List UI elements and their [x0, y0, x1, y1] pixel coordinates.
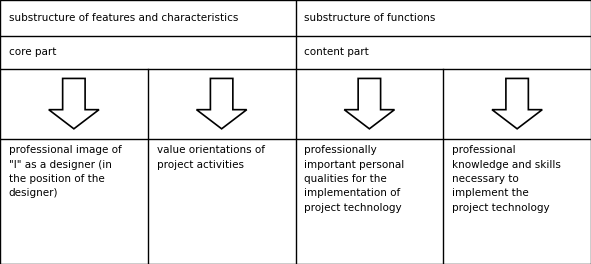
Text: core part: core part	[9, 47, 56, 57]
Polygon shape	[344, 78, 395, 129]
Polygon shape	[492, 78, 542, 129]
Text: professional image of
"I" as a designer (in
the position of the
designer): professional image of "I" as a designer …	[9, 145, 122, 199]
Text: content part: content part	[304, 47, 369, 57]
Text: substructure of features and characteristics: substructure of features and characteris…	[9, 13, 238, 23]
Polygon shape	[48, 78, 99, 129]
Polygon shape	[196, 78, 246, 129]
Text: professional
knowledge and skills
necessary to
implement the
project technology: professional knowledge and skills necess…	[452, 145, 561, 213]
Text: substructure of functions: substructure of functions	[304, 13, 436, 23]
Text: professionally
important personal
qualities for the
implementation of
project te: professionally important personal qualit…	[304, 145, 405, 213]
Text: value orientations of
project activities: value orientations of project activities	[157, 145, 265, 169]
